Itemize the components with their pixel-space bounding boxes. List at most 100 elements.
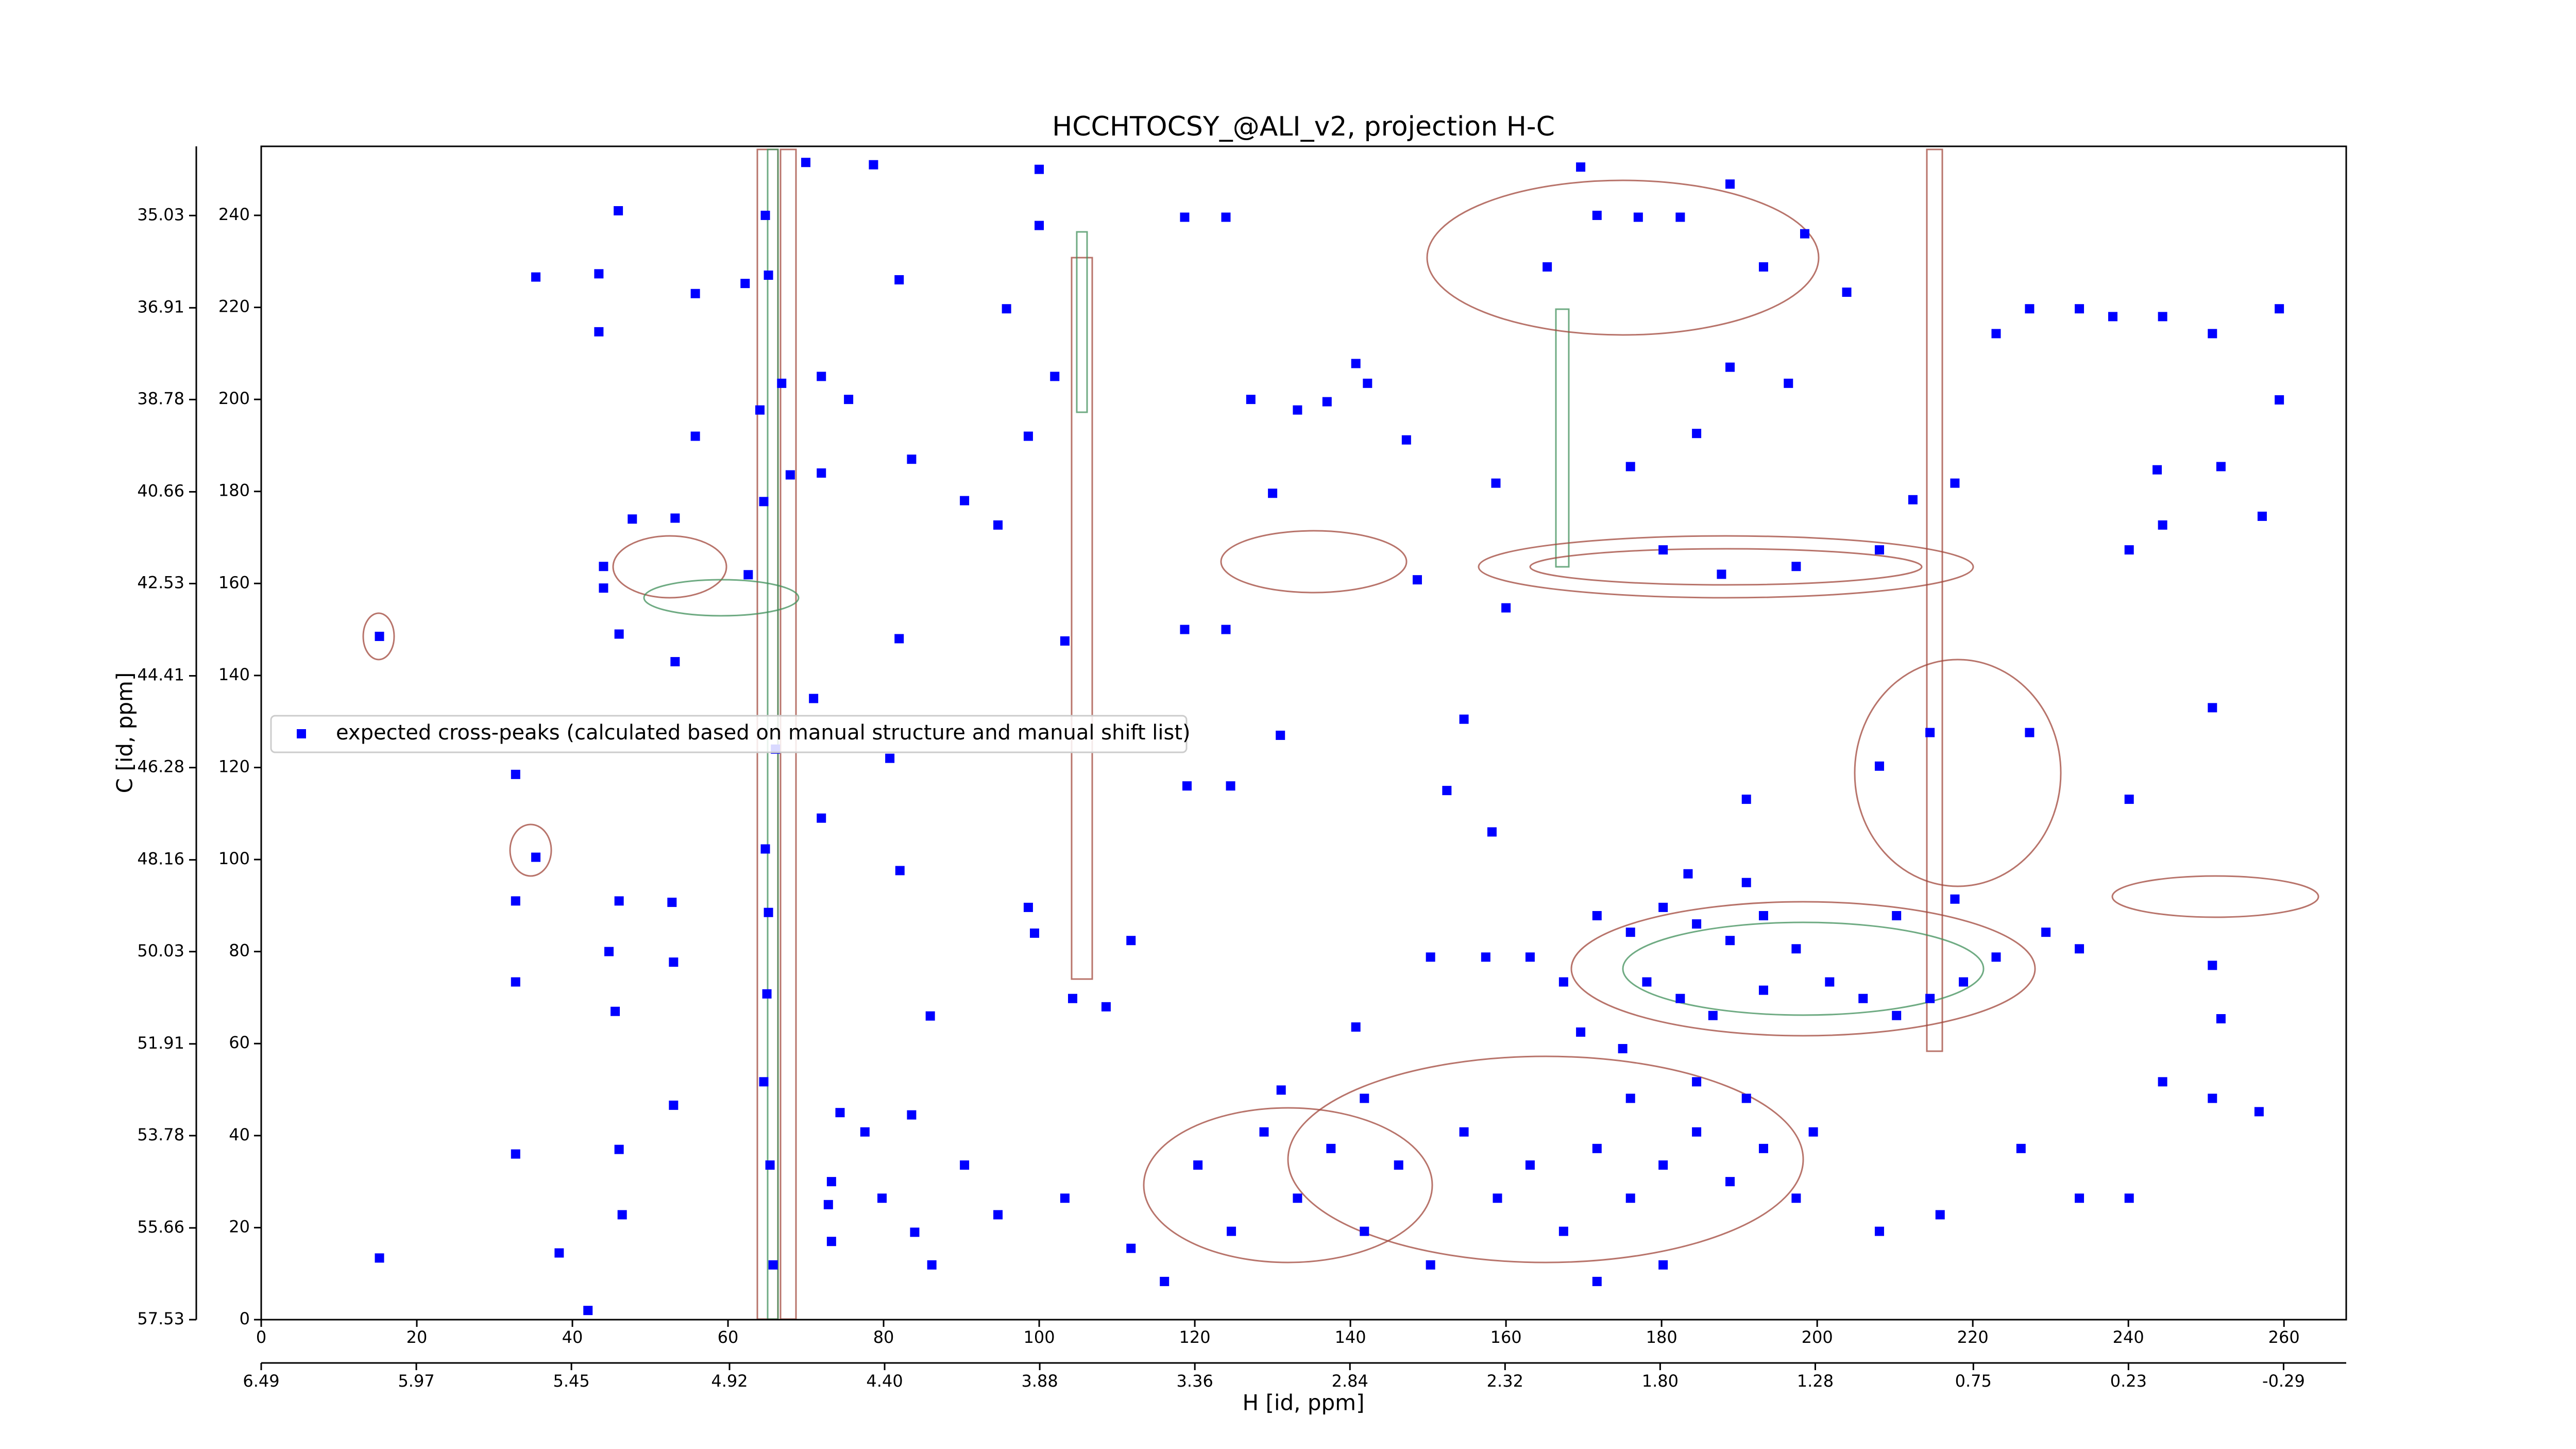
cross-peak [1276,730,1285,740]
cross-peak [1126,1243,1136,1253]
x2-tick-label: 2.84 [1332,1371,1368,1391]
cross-peak [594,269,604,279]
cross-peak [1576,1027,1586,1037]
cross-peak [765,1160,775,1170]
cross-peak [844,395,854,405]
cross-peak [1426,1260,1435,1270]
cross-peak [860,1127,870,1137]
cross-peak [1625,1093,1635,1103]
cross-peak [1226,781,1235,791]
cross-peak [1925,728,1935,737]
y2-tick-label: 40.66 [137,481,184,500]
cross-peak [1351,1022,1361,1032]
cross-peak [1060,636,1070,646]
cross-peak [1259,1127,1269,1137]
cross-peak [1592,210,1602,220]
cross-peak [669,1100,679,1110]
x-axis-label: H [id, ppm] [1243,1390,1365,1416]
x-tick-label: 260 [2268,1327,2300,1347]
cross-peak [1791,944,1801,954]
cross-peak [2124,795,2134,804]
cross-peak [764,907,773,917]
cross-peak [2075,1193,2084,1203]
y-tick-label: 160 [218,572,250,592]
cross-peak [1276,1085,1286,1095]
cross-peak [2158,520,2167,530]
x2-tick-label: 2.32 [1487,1371,1523,1391]
cross-peak [2254,1107,2264,1117]
cross-peak [1394,1160,1403,1170]
cross-peak [1874,545,1884,555]
x2-tick-label: 5.45 [553,1371,590,1391]
cross-peak [1908,495,1918,504]
cross-peak [1633,212,1643,222]
y-axis-label: C [id, ppm] [112,672,138,794]
cross-peak [1642,977,1652,987]
cross-peak [1758,262,1768,272]
cross-peak [1741,1093,1751,1103]
cross-peak [1950,894,1960,904]
y2-tick-label: 50.03 [137,941,184,961]
cross-peak [1683,869,1693,879]
cross-peak [785,470,795,480]
cross-peak [1227,1226,1236,1236]
contour [1478,535,1974,599]
cross-peak [1692,919,1702,929]
contour [1926,148,1943,1052]
cross-peak [1874,761,1884,771]
cross-peak [375,1253,384,1263]
cross-peak [1035,221,1044,230]
contour [1570,901,2036,1037]
y2-tick-label: 46.28 [137,757,184,777]
cross-peak [1035,164,1044,174]
plot-frame [260,145,2347,1321]
cross-peak [1412,575,1422,585]
cross-peak [594,327,604,336]
cross-peak [1808,1127,1818,1137]
cross-peak [743,570,753,580]
x-tick-label: 60 [718,1327,739,1347]
cross-peak [1363,378,1372,388]
cross-peak [759,1077,769,1087]
cross-peak [907,1110,917,1120]
cross-peak [801,158,811,167]
cross-peak [1625,462,1635,471]
cross-peak [927,1260,937,1270]
cross-peak [1160,1276,1170,1286]
cross-peak [1692,429,1702,439]
cross-peak [2025,728,2035,737]
cross-peak [1675,993,1685,1003]
cross-peak [740,279,750,289]
y2-tick-label: 38.78 [137,389,184,408]
cross-peak [511,977,520,987]
y-tick-label: 80 [229,941,250,961]
cross-peak [1935,1210,1945,1220]
x2-tick-label: 1.80 [1642,1371,1679,1391]
cross-peak [1758,1143,1768,1153]
y-tick-label: 200 [218,389,250,408]
cross-peak [1182,781,1192,791]
cross-peak [1459,714,1469,724]
cross-peak [1360,1226,1369,1236]
cross-peak [1658,902,1668,912]
cross-peak [1625,1193,1635,1203]
cross-peak [1658,545,1668,555]
cross-peak [1825,977,1835,987]
cross-peak [1442,786,1452,796]
cross-peak [1558,1226,1568,1236]
y-tick-label: 60 [229,1033,250,1052]
cross-peak [1023,902,1033,912]
y2-tick-label: 57.53 [137,1309,184,1328]
cross-peak [1426,952,1435,962]
y-tick-label: 100 [218,849,250,868]
x-tick-label: 200 [1802,1327,1833,1347]
contour [1529,548,1923,586]
y-tick-label: 0 [240,1309,250,1328]
cross-peak [1068,993,1078,1003]
cross-peak [670,657,680,667]
cross-peak [895,866,905,875]
cross-peak [1892,911,1902,920]
cross-peak [2108,312,2117,322]
cross-peak [759,497,769,507]
contour [1071,257,1093,980]
